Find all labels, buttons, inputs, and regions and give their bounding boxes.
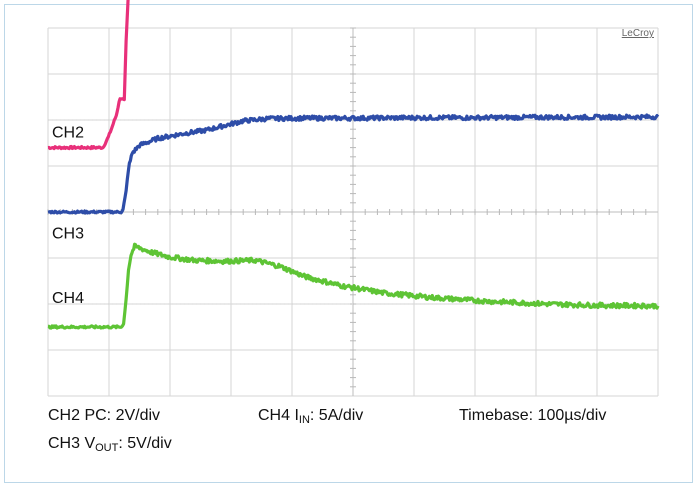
channel-label-ch2: CH2 (52, 125, 84, 142)
timebase-label: Timebase: 100µs/div (459, 407, 607, 424)
trace-ch4 (47, 242, 660, 330)
channel-label-ch3: CH3 (52, 226, 84, 243)
trace-ch3 (47, 113, 660, 215)
channel-label-ch4: CH4 (52, 290, 84, 307)
ch3-scale-label: CH3 VOUT: 5V/div (48, 435, 172, 454)
figure-frame (4, 4, 693, 483)
ch2-scale-label: CH2 PC: 2V/div (48, 407, 161, 424)
grid (47, 27, 659, 397)
brand-logo-text: LeCroy (622, 28, 654, 39)
ch4-scale-label: CH4 IIN: 5A/div (258, 407, 364, 426)
